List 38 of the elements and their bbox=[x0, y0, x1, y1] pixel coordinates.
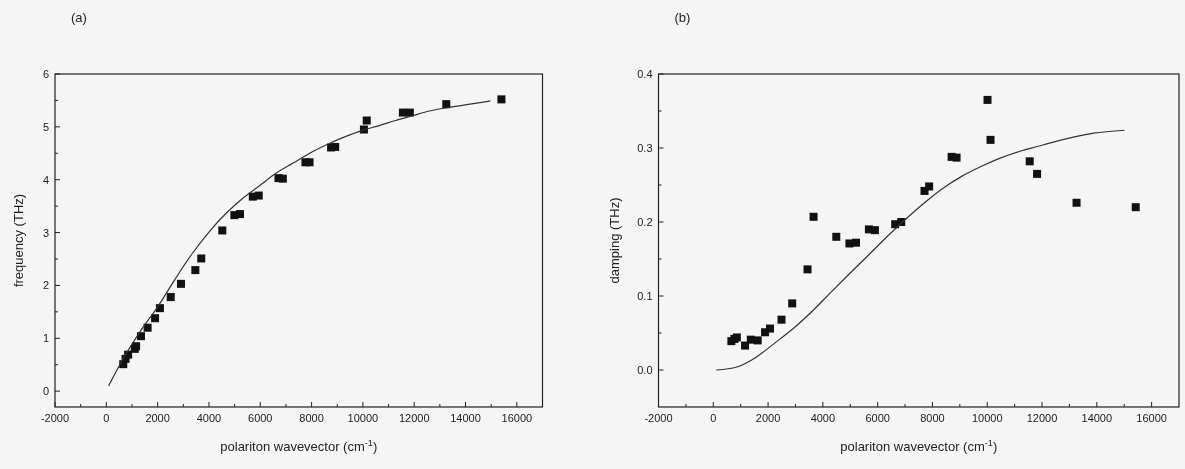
x-tick-label: 14000 bbox=[450, 412, 481, 424]
x-tick-label: 2000 bbox=[145, 412, 170, 424]
x-tick-label: 16000 bbox=[501, 412, 533, 424]
y-tick-label: 0.1 bbox=[637, 290, 653, 302]
x-tick-label: 12000 bbox=[398, 412, 430, 424]
x-tick-label: 6000 bbox=[865, 412, 890, 424]
x-tick-label: 14000 bbox=[1081, 412, 1113, 424]
y-tick-label: 0.2 bbox=[637, 216, 653, 228]
x-tick-label: 8000 bbox=[920, 412, 945, 424]
chart-title: (a) bbox=[71, 10, 87, 25]
x-tick-label: 0 bbox=[710, 412, 717, 424]
x-tick-label: 10000 bbox=[347, 412, 379, 424]
x-tick-label: 4000 bbox=[196, 412, 222, 424]
y-axis-title: damping (THz) bbox=[606, 197, 622, 284]
x-axis-title: polariton wavevector (cm$^{-1}$) bbox=[220, 438, 378, 454]
y-tick-label: 0.3 bbox=[637, 142, 653, 154]
x-axis-title: polariton wavevector (cm$^{-1}$) bbox=[840, 438, 998, 454]
x-tick-label: -2000 bbox=[644, 412, 673, 424]
x-tick-label: 16000 bbox=[1136, 412, 1167, 424]
x-tick-label: 0 bbox=[103, 412, 110, 424]
y-tick-label: 0 bbox=[42, 385, 49, 398]
x-tick-label: 4000 bbox=[810, 412, 836, 424]
y-tick-label: 5 bbox=[42, 120, 49, 133]
y-tick-label: 0.4 bbox=[637, 68, 653, 80]
y-tick-label: 3 bbox=[42, 226, 49, 239]
x-tick-label: 6000 bbox=[248, 412, 273, 424]
x-tick-label: 10000 bbox=[971, 412, 1003, 424]
y-tick-label: 1 bbox=[42, 332, 49, 345]
y-tick-label: 6 bbox=[42, 68, 49, 80]
chart-title: (b) bbox=[674, 10, 691, 25]
y-axis-title: frequency (THz) bbox=[11, 193, 26, 288]
x-tick-label: 8000 bbox=[299, 412, 324, 424]
x-tick-label: -2000 bbox=[40, 412, 70, 424]
y-tick-label: 4 bbox=[42, 173, 49, 186]
x-tick-label: 12000 bbox=[1026, 412, 1058, 424]
x-tick-label: 2000 bbox=[755, 412, 781, 424]
y-tick-label: 0.0 bbox=[637, 364, 653, 376]
y-tick-label: 2 bbox=[42, 279, 49, 292]
